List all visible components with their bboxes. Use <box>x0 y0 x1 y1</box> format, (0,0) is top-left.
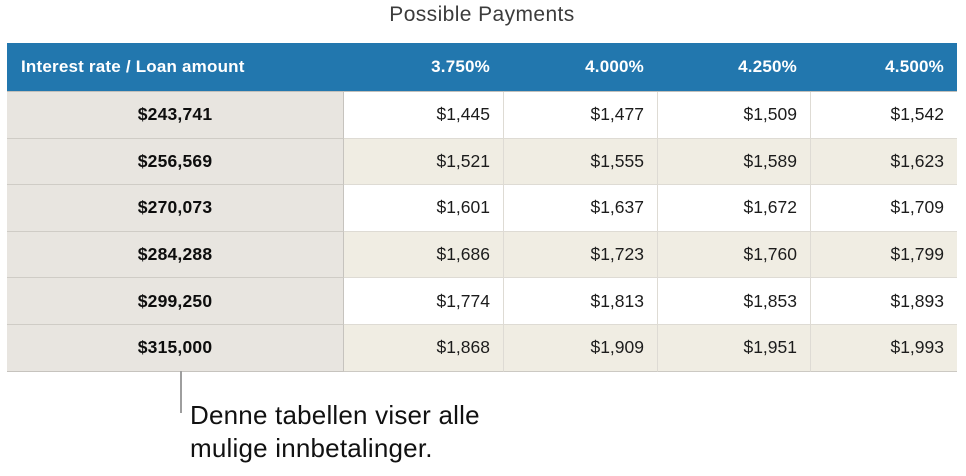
table-header-row: Interest rate / Loan amount 3.750% 4.000… <box>7 43 957 92</box>
payment-cell[interactable]: $1,723 <box>503 231 657 279</box>
payment-cell[interactable]: $1,813 <box>503 278 657 325</box>
row-label-cell[interactable]: $270,073 <box>7 185 344 232</box>
row-label-cell[interactable]: $243,741 <box>7 92 344 139</box>
table-row: $315,000 $1,868 $1,909 $1,951 $1,993 <box>7 324 957 372</box>
header-cell-rate-4[interactable]: 4.500% <box>885 57 944 76</box>
header-cell-rate-2[interactable]: 4.000% <box>585 57 644 76</box>
payment-cell[interactable]: $1,709 <box>810 185 957 232</box>
payment-cell[interactable]: $1,589 <box>657 138 810 186</box>
callout-connector-line <box>180 371 182 413</box>
header-cell-loan-amount[interactable]: Interest rate / Loan amount <box>21 57 245 76</box>
row-label-cell[interactable]: $284,288 <box>7 231 344 279</box>
row-label-cell[interactable]: $256,569 <box>7 138 344 186</box>
header-cell-rate-3[interactable]: 4.250% <box>738 57 797 76</box>
payment-cell[interactable]: $1,853 <box>657 278 810 325</box>
payment-cell[interactable]: $1,993 <box>810 324 957 372</box>
payment-cell[interactable]: $1,555 <box>503 138 657 186</box>
row-label-cell[interactable]: $315,000 <box>7 324 344 372</box>
payment-cell[interactable]: $1,774 <box>344 278 503 325</box>
payment-cell[interactable]: $1,445 <box>344 92 503 139</box>
payment-cell[interactable]: $1,760 <box>657 231 810 279</box>
payment-cell[interactable]: $1,951 <box>657 324 810 372</box>
payment-cell[interactable]: $1,637 <box>503 185 657 232</box>
callout-annotation: Denne tabellen viser alle mulige innbeta… <box>190 399 480 465</box>
payment-cell[interactable]: $1,672 <box>657 185 810 232</box>
table-row: $270,073 $1,601 $1,637 $1,672 $1,709 <box>7 185 957 232</box>
payment-cell[interactable]: $1,477 <box>503 92 657 139</box>
payment-cell[interactable]: $1,521 <box>344 138 503 186</box>
table-row: $284,288 $1,686 $1,723 $1,760 $1,799 <box>7 231 957 279</box>
header-cell-rate-1[interactable]: 3.750% <box>431 57 490 76</box>
payment-cell[interactable]: $1,893 <box>810 278 957 325</box>
payment-cell[interactable]: $1,686 <box>344 231 503 279</box>
row-label-cell[interactable]: $299,250 <box>7 278 344 325</box>
payment-cell[interactable]: $1,909 <box>503 324 657 372</box>
table-row: $299,250 $1,774 $1,813 $1,853 $1,893 <box>7 278 957 325</box>
payment-cell[interactable]: $1,799 <box>810 231 957 279</box>
payments-table: Interest rate / Loan amount 3.750% 4.000… <box>7 43 957 372</box>
callout-line-1: Denne tabellen viser alle <box>190 400 480 430</box>
payment-cell[interactable]: $1,868 <box>344 324 503 372</box>
page-title: Possible Payments <box>389 3 575 26</box>
table-row: $243,741 $1,445 $1,477 $1,509 $1,542 <box>7 92 957 139</box>
payment-cell[interactable]: $1,509 <box>657 92 810 139</box>
table-row: $256,569 $1,521 $1,555 $1,589 $1,623 <box>7 138 957 186</box>
payment-cell[interactable]: $1,623 <box>810 138 957 186</box>
payment-cell[interactable]: $1,601 <box>344 185 503 232</box>
callout-line-2: mulige innbetalinger. <box>190 433 433 463</box>
payment-cell[interactable]: $1,542 <box>810 92 957 139</box>
